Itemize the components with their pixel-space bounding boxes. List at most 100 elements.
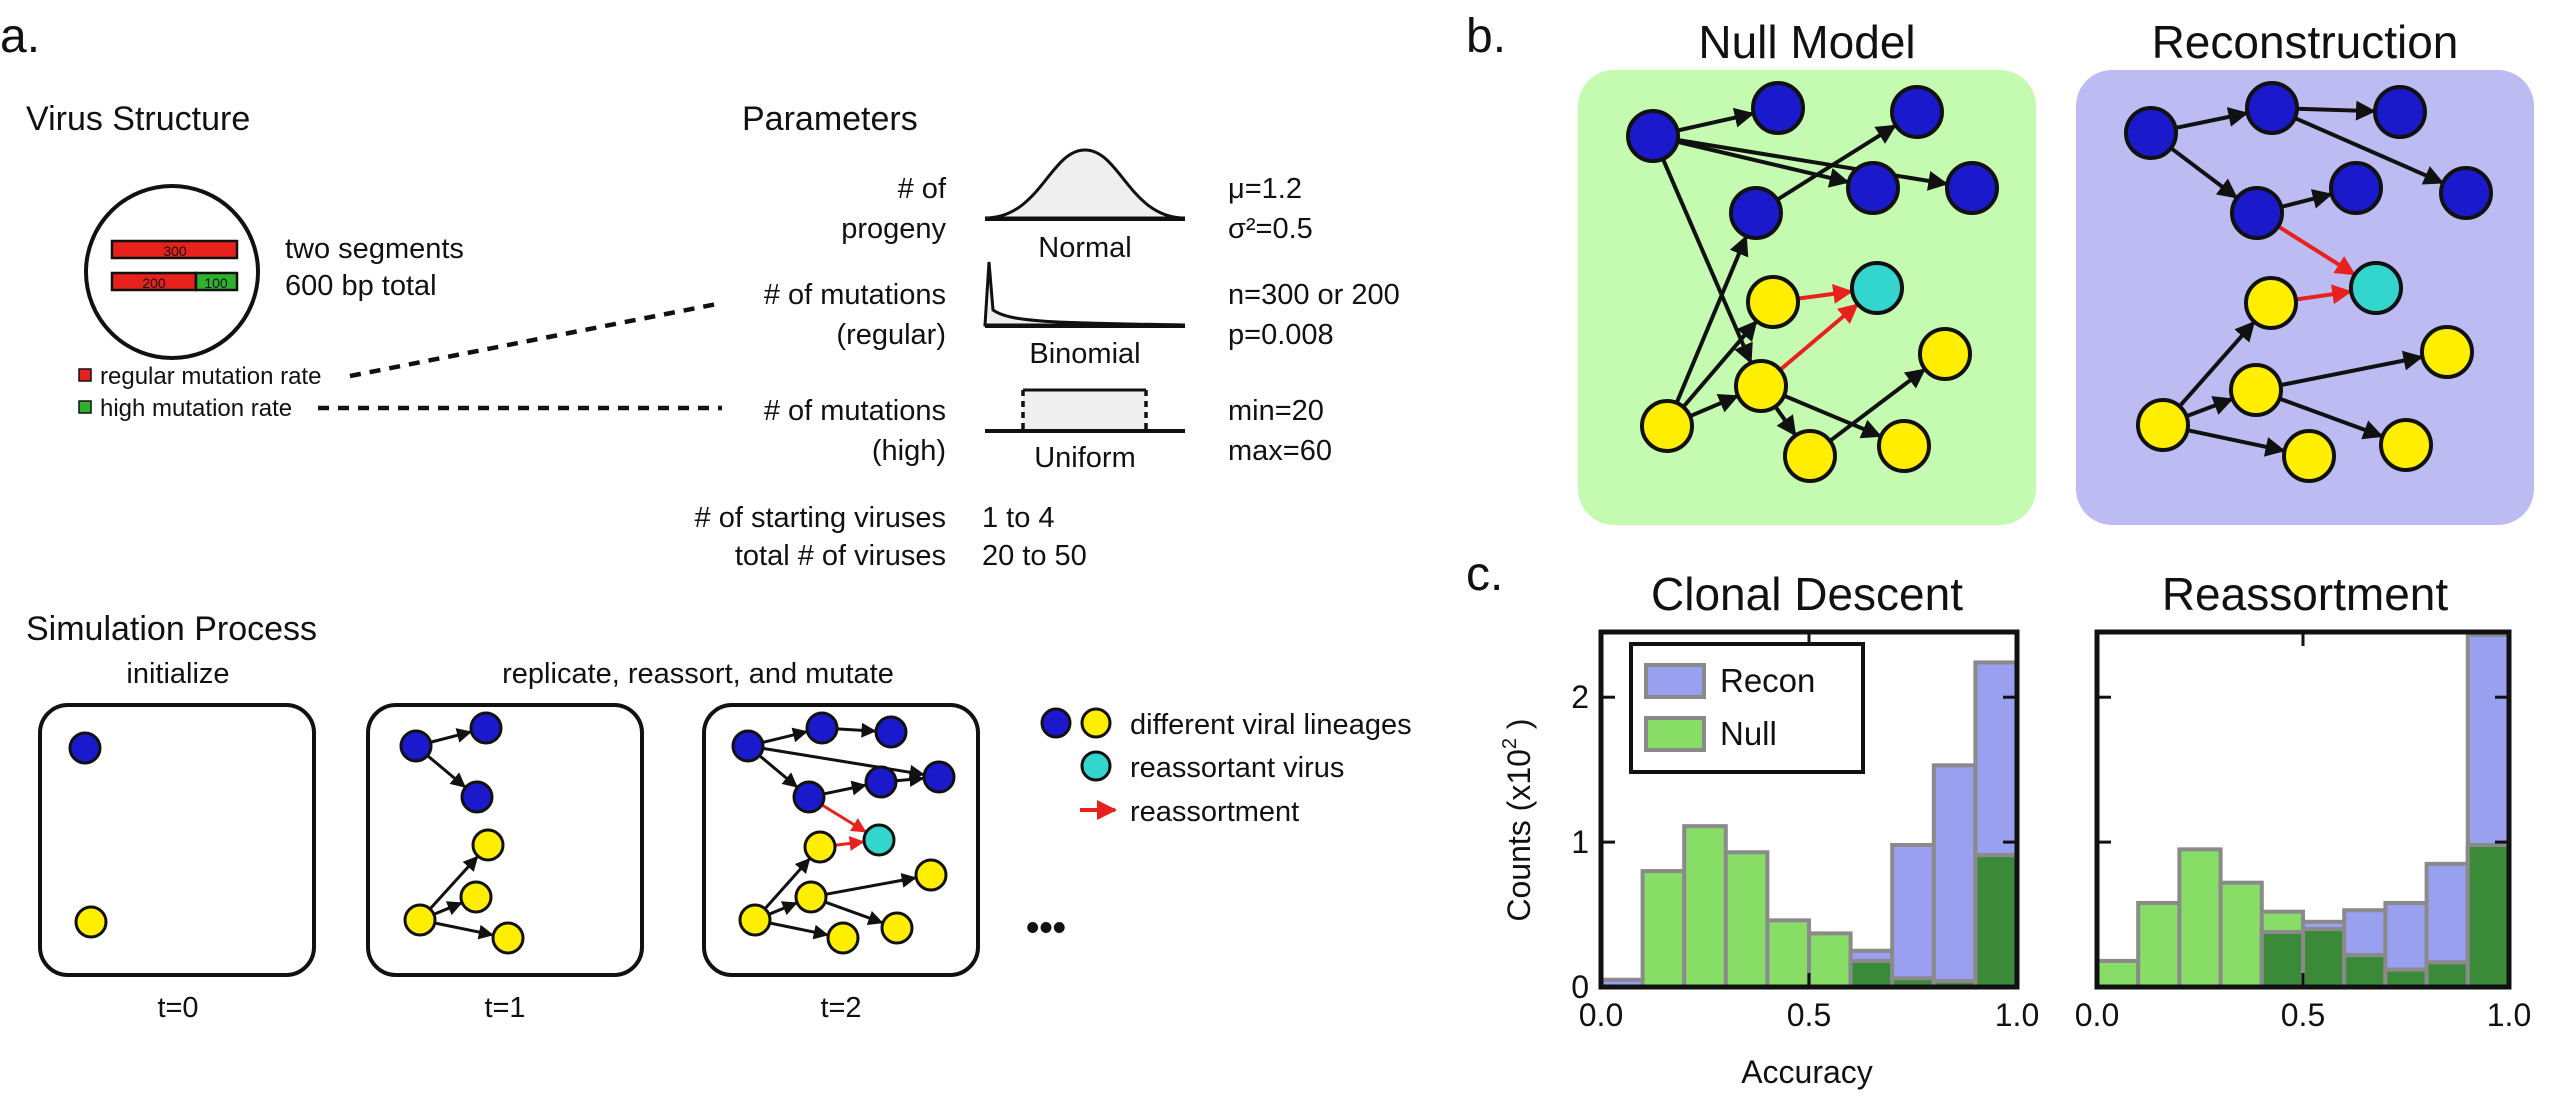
sim-t2-yellow-node bbox=[794, 880, 828, 914]
time-label-t1: t=1 bbox=[484, 992, 525, 1024]
normal-distribution-curve bbox=[984, 148, 1186, 220]
null-model-yellow-node bbox=[1640, 399, 1694, 453]
reconstruction-descent-arrow bbox=[2169, 146, 2238, 199]
null-model-cyan-node bbox=[1850, 261, 1904, 315]
sim-t2-blue-node bbox=[731, 729, 765, 763]
null-model-blue-node bbox=[1945, 161, 1999, 215]
reconstruction-yellow-node bbox=[2282, 429, 2336, 483]
legend-regular-label: regular mutation rate bbox=[100, 363, 321, 390]
progeny-label-2: progeny bbox=[841, 213, 946, 245]
step-initialize: initialize bbox=[126, 658, 229, 690]
sim-t2-reassortment-arrow bbox=[834, 836, 865, 851]
reassortment-null-bar bbox=[2177, 847, 2223, 989]
virus-particle-diagram: 300 200 100 bbox=[84, 184, 260, 360]
legend-recon-label: Recon bbox=[1720, 662, 1815, 699]
null-model-descent-arrow bbox=[1676, 139, 1850, 188]
time-label-t2: t=2 bbox=[820, 992, 861, 1024]
sim-t1-blue-node bbox=[469, 711, 503, 745]
clonal-descent-y-tick-label: 2 bbox=[1571, 679, 1589, 715]
y-axis-label-exponent: 2 bbox=[1499, 738, 1521, 749]
starting-viruses-label: # of starting viruses bbox=[695, 502, 946, 534]
mut-high-distribution: Uniform bbox=[1034, 442, 1136, 474]
legend-yellow-node bbox=[1080, 707, 1112, 739]
clonal-descent-y-tick-label: 0 bbox=[1571, 969, 1589, 1005]
sim-t0-yellow-node bbox=[74, 905, 108, 939]
reassortment-overlap-bar bbox=[2342, 953, 2388, 989]
null-model-yellow-node bbox=[1734, 359, 1788, 413]
segment-2-regular-length: 200 bbox=[142, 275, 166, 291]
null-model-descent-arrow bbox=[1661, 158, 1753, 364]
sim-t2-reassortment-arrow bbox=[820, 803, 867, 833]
null-model-descent-arrow bbox=[1783, 393, 1882, 439]
sim-t1-descent-arrow bbox=[434, 921, 494, 940]
reconstruction-descent-arrow bbox=[2294, 116, 2445, 185]
sim-t1-blue-node bbox=[460, 780, 494, 814]
segment-1 bbox=[110, 239, 239, 260]
mut-high-value-2: max=60 bbox=[1228, 435, 1332, 467]
sim-t1-yellow-node bbox=[403, 903, 437, 937]
mut-high-label-1: # of mutations bbox=[764, 395, 946, 427]
clonal-descent-recon-bar bbox=[1890, 843, 1936, 989]
null-model-blue-node bbox=[1846, 161, 1900, 215]
sim-t2-descent-arrow bbox=[758, 754, 798, 788]
mut-high-value-1: min=20 bbox=[1228, 395, 1324, 427]
legend-regular-swatch bbox=[78, 368, 92, 382]
y-axis-label: Counts (x102 ) bbox=[1499, 718, 1537, 921]
sim-t1-yellow-node bbox=[491, 921, 525, 955]
svg-text:Counts (x102 ): Counts (x102 ) bbox=[1499, 718, 1537, 921]
x-axis-label: Accuracy bbox=[1741, 1054, 1873, 1090]
reassortment-null-bar bbox=[2136, 900, 2182, 989]
simulation-heading: Simulation Process bbox=[26, 610, 317, 648]
reconstruction-yellow-node bbox=[2229, 363, 2283, 417]
reconstruction-descent-arrow bbox=[2280, 350, 2424, 388]
reconstruction-blue-node bbox=[2124, 106, 2178, 160]
virus-structure-heading: Virus Structure bbox=[26, 100, 250, 138]
sim-t2-descent-arrow bbox=[823, 780, 867, 796]
legend-recon-swatch bbox=[1644, 663, 1706, 699]
sim-t2-descent-arrow bbox=[762, 727, 808, 744]
sim-t2-blue-node bbox=[864, 765, 898, 799]
sim-t2-yellow-node bbox=[826, 921, 860, 955]
reconstruction-yellow-node bbox=[2136, 398, 2190, 452]
sim-t0-graph bbox=[68, 731, 108, 939]
null-model-descent-arrow bbox=[1681, 320, 1758, 409]
progeny-distribution: Normal bbox=[1038, 232, 1131, 264]
panel-b-label: b. bbox=[1466, 10, 1506, 63]
clonal-descent-y-tick-label: 1 bbox=[1571, 824, 1589, 860]
progeny-value-2: σ²=0.5 bbox=[1228, 213, 1313, 245]
sim-t2-blue-node bbox=[874, 715, 908, 749]
clonal-descent-null-bar bbox=[1640, 869, 1687, 989]
sim-t2-yellow-node bbox=[803, 830, 837, 864]
y-axis-label-main: Counts (x10 bbox=[1501, 749, 1537, 922]
clonal-descent-null-bar bbox=[1723, 850, 1770, 989]
sim-t2-descent-arrow bbox=[763, 857, 811, 910]
clonal-descent-x-tick-label: 1.0 bbox=[1995, 997, 2039, 1033]
legend-high-swatch bbox=[78, 400, 92, 414]
sim-t2-descent-arrow bbox=[824, 900, 884, 926]
clonal-descent-x-tick-label: 0.0 bbox=[1579, 997, 1623, 1033]
reconstruction-yellow-node bbox=[2420, 325, 2474, 379]
total-viruses-label: total # of viruses bbox=[735, 540, 946, 572]
null-model-yellow-node bbox=[1918, 327, 1972, 381]
clonal-descent-null-bar bbox=[1765, 918, 1812, 989]
reassortment-title: Reassortment bbox=[2162, 568, 2449, 620]
reconstruction-descent-arrow bbox=[2296, 100, 2377, 121]
legend-cyan-node bbox=[1080, 750, 1112, 782]
reconstruction-blue-node bbox=[2373, 85, 2427, 139]
legend-blue-node bbox=[1040, 707, 1072, 739]
sim-t2-descent-arrow bbox=[836, 722, 877, 738]
panel-c-label: c. bbox=[1466, 548, 1503, 601]
reassortment-x-tick-label: 1.0 bbox=[2487, 997, 2531, 1033]
reconstruction-blue-node bbox=[2245, 81, 2299, 135]
reconstruction-descent-arrow bbox=[2178, 320, 2256, 408]
segment-2-high bbox=[194, 271, 239, 292]
clonal-descent-title: Clonal Descent bbox=[1651, 568, 1963, 620]
clonal-descent-overlap-bar bbox=[1848, 958, 1895, 990]
mut-regular-value-1: n=300 or 200 bbox=[1228, 279, 1400, 311]
null-model-blue-node bbox=[1890, 85, 1944, 139]
null-model-blue-node bbox=[1729, 186, 1783, 240]
reconstruction-reassortment-arrow bbox=[2295, 284, 2353, 305]
segments-desc-line2: 600 bp total bbox=[285, 270, 437, 302]
reconstruction-cyan-node bbox=[2349, 261, 2403, 315]
